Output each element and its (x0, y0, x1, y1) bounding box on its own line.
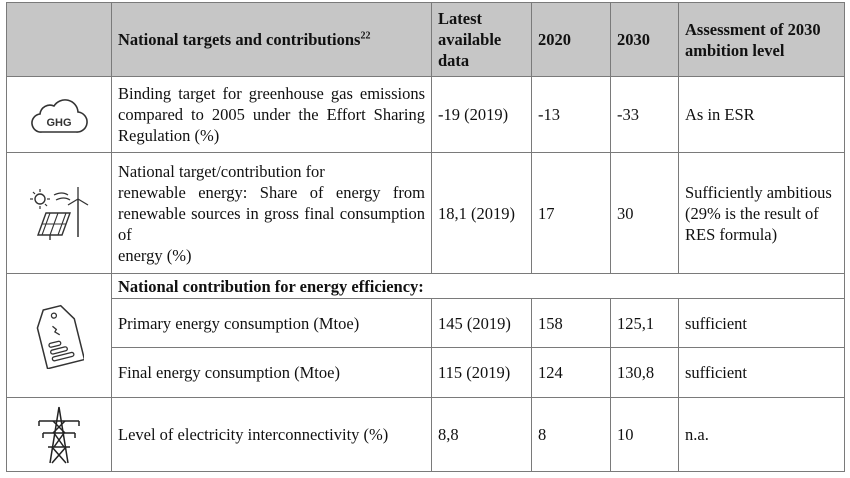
latest-header: Latest available data (431, 2, 532, 77)
res-row: National target/contribution for renewabl… (6, 152, 845, 274)
final-assessment: sufficient (678, 347, 845, 398)
primary-latest: 145 (2019) (431, 298, 532, 348)
primary-label: Primary energy consumption (Mtoe) (111, 298, 432, 348)
icon-header-cell (6, 2, 112, 77)
efficiency-heading-row: National contribution for energy efficie… (6, 273, 845, 398)
year-2020-header: 2020 (531, 2, 611, 77)
svg-text:GHG: GHG (46, 117, 71, 129)
table-row: Final energy consumption (Mtoe) 115 (201… (7, 347, 845, 398)
primary-assessment: sufficient (678, 298, 845, 348)
interconnect-2020: 8 (531, 397, 611, 472)
res-2020: 17 (531, 152, 611, 274)
assessment-header: Assessment of 2030 ambition level (678, 2, 845, 77)
cloud-ghg-icon: GHG (7, 94, 111, 136)
targets-header: National targets and contributions22 (111, 2, 432, 77)
res-2030: 30 (610, 152, 679, 274)
final-latest: 115 (2019) (431, 347, 532, 398)
ghg-latest: -19 (2019) (431, 76, 532, 153)
power-pylon-icon (7, 405, 111, 465)
final-2030: 130,8 (610, 347, 679, 398)
interconnect-latest: 8,8 (431, 397, 532, 472)
ghg-2020: -13 (531, 76, 611, 153)
header-row: National targets and contributions22 Lat… (6, 2, 845, 77)
final-2020: 124 (531, 347, 611, 398)
year-2030-header: 2030 (610, 2, 679, 77)
res-latest: 18,1 (2019) (431, 152, 532, 274)
solar-wind-icon (7, 185, 111, 241)
ghg-label: Binding target for greenhouse gas emissi… (111, 76, 432, 153)
ghg-2030: -33 (610, 76, 679, 153)
final-label: Final energy consumption (Mtoe) (111, 347, 432, 398)
table-row: Primary energy consumption (Mtoe) 145 (2… (7, 298, 845, 348)
ghg-assessment: As in ESR (678, 76, 845, 153)
efficiency-heading: National contribution for energy efficie… (111, 273, 845, 299)
energy-label-icon (7, 303, 111, 369)
primary-2030: 125,1 (610, 298, 679, 348)
primary-2020: 158 (531, 298, 611, 348)
res-label: National target/contribution for renewabl… (111, 152, 432, 274)
interconnect-2030: 10 (610, 397, 679, 472)
res-assessment: Sufficiently ambitious (29% is the result… (678, 152, 845, 274)
ghg-row: GHG Binding target for greenhouse gas em… (6, 76, 845, 153)
targets-table: National targets and contributions22 Lat… (6, 2, 845, 472)
interconnect-assessment: n.a. (678, 397, 845, 472)
interconnect-row: Level of electricity interconnectivity (… (6, 397, 845, 472)
interconnect-label: Level of electricity interconnectivity (… (111, 397, 432, 472)
